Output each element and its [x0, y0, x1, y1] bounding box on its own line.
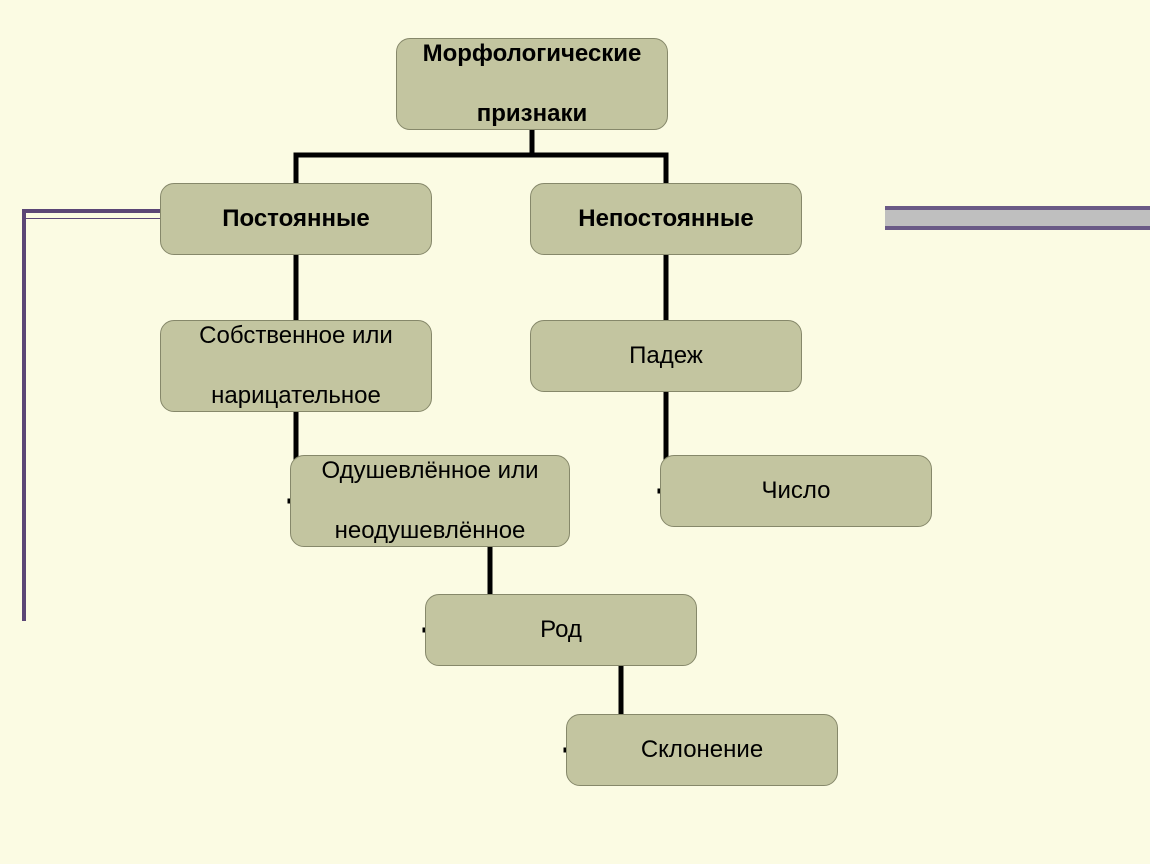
node-label: Род [540, 615, 582, 645]
node-label: Собственное или [199, 321, 393, 351]
node-gender: Род [425, 594, 697, 666]
node-label: Склонение [641, 735, 763, 765]
decoration-left-purple-thin [22, 218, 160, 219]
node-animate: Одушевлённое или неодушевлённое [290, 455, 570, 547]
node-number: Число [660, 455, 932, 527]
decoration-left-purple-thick [22, 209, 160, 213]
node-label: Непостоянные [578, 204, 754, 234]
node-nonconst: Непостоянные [530, 183, 802, 255]
node-case: Падеж [530, 320, 802, 392]
diagram-stage: Морфологические признаки Постоянные Непосто… [0, 0, 1150, 864]
node-label: признаки [477, 99, 587, 129]
node-constant: Постоянные [160, 183, 432, 255]
node-decl: Склонение [566, 714, 838, 786]
node-label: Одушевлённое или [322, 456, 539, 486]
node-label: Морфологические [423, 39, 642, 69]
node-label: Падеж [629, 341, 703, 371]
decoration-right-purple-lower [885, 226, 1150, 230]
node-label: неодушевлённое [335, 516, 526, 546]
node-root: Морфологические признаки [396, 38, 668, 130]
node-label: Число [761, 476, 830, 506]
decoration-left-vertical [22, 209, 26, 621]
node-label: нарицательное [211, 381, 381, 411]
node-label: Постоянные [222, 204, 370, 234]
node-proper: Собственное или нарицательное [160, 320, 432, 412]
decoration-right-grey-band [885, 210, 1150, 226]
